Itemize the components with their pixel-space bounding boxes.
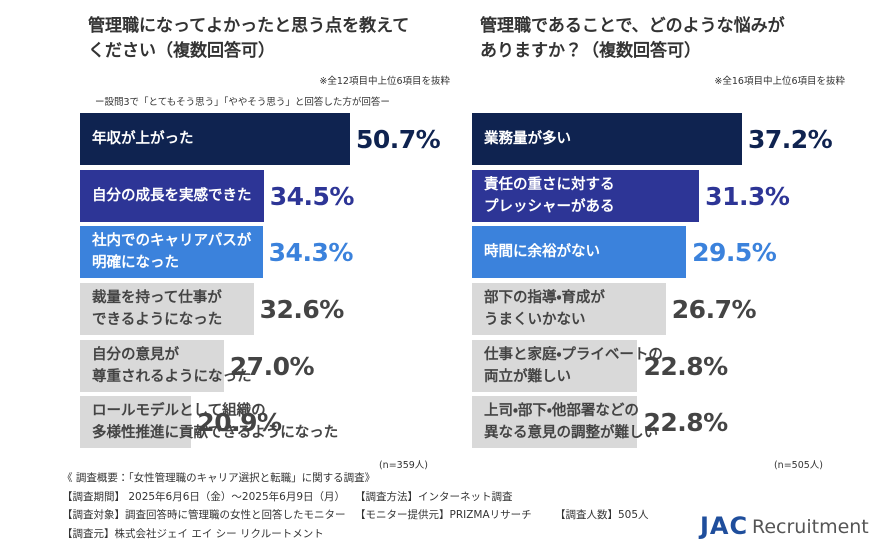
bar — [80, 283, 254, 335]
footer-text: 【調査元】株式会社ジェイ エイ シー リクルートメント — [62, 527, 324, 540]
chart-title: ありますか？（複数回答可） — [480, 41, 701, 61]
bar — [472, 170, 700, 222]
footer-text: 《 調査概要：「女性管理職のキャリア選択と転職」に関する調査》 — [62, 472, 376, 484]
value-label: 20.9% — [197, 407, 282, 437]
logo: JAC — [700, 512, 749, 540]
bar — [80, 170, 264, 222]
category-label: 部下の指導・育成が うまくいかない — [484, 290, 605, 328]
bar — [472, 113, 742, 165]
subtitle: ー設問3で「とてもそう思う」「ややそう思う」と回答した方が回答ー — [95, 97, 390, 108]
footer-text: 【モニター提供元】PRIZMAリサーチ — [355, 509, 532, 521]
value-label: 22.8% — [643, 407, 728, 437]
footer-text: 【調査期間】 2025年6月6日（金）～2025年6月9日（月） — [62, 490, 346, 503]
bar — [80, 226, 263, 278]
value-label: 31.3% — [705, 181, 790, 211]
chart-title: 管理職になってよかったと思う点を教えて — [88, 16, 410, 36]
category-label: 自分の意見が 尊重されるようになった — [92, 347, 252, 385]
note: ※全16項目中上位6項目を抜粋 — [714, 76, 845, 87]
bar — [472, 396, 638, 448]
category-label: 時間に余裕がない — [484, 244, 600, 260]
sample-size: (n=505人) — [773, 460, 823, 471]
category-label: 上司・部下・他部署などの 異なる意見の調整が難しい — [484, 403, 658, 441]
footer-text: 【調査方法】インターネット調査 — [355, 490, 513, 503]
value-label: 37.2% — [748, 124, 833, 154]
category-label: 業務量が多い — [484, 131, 571, 147]
value-label: 34.3% — [268, 237, 354, 267]
footer-text: 【調査対象】調査回答時に管理職の女性と回答したモニター — [62, 509, 346, 521]
value-label: 27.0% — [229, 351, 315, 381]
value-label: 32.6% — [259, 294, 345, 324]
bar — [80, 340, 224, 392]
category-label: 裁量を持って仕事が できるようになった — [92, 290, 223, 328]
footer-text: 【調査人数】505人 — [555, 509, 649, 521]
category-label: 仕事と家庭・プライベートの 両立が難しい — [484, 347, 663, 385]
value-label: 26.7% — [671, 294, 757, 324]
chart-title: 管理職であることで、どのような悩みが — [480, 16, 785, 36]
value-label: 29.5% — [692, 237, 777, 267]
logo: Recruitment — [752, 516, 869, 538]
bar — [472, 283, 666, 335]
value-label: 34.5% — [269, 181, 355, 211]
sample-size: (n=359人) — [378, 460, 428, 471]
category-label: 社内でのキャリアパスが 明確になった — [92, 233, 252, 271]
category-label: ロールモデルとして組織の 多様性推進に貢献できるようになった — [92, 403, 339, 441]
bar — [80, 396, 192, 448]
bar — [472, 340, 638, 392]
value-label: 22.8% — [643, 351, 728, 381]
category-label: 責任の重さに対する プレッシャーがある — [484, 177, 615, 215]
category-label: 年収が上がった — [92, 131, 194, 147]
bar — [80, 113, 350, 165]
bar — [472, 226, 687, 278]
note: ※全12項目中上位6項目を抜粋 — [319, 76, 450, 87]
chart-title: ください（複数回答可） — [88, 41, 275, 61]
category-label: 自分の成長を実感できた — [92, 188, 252, 204]
value-label: 50.7% — [356, 124, 441, 154]
